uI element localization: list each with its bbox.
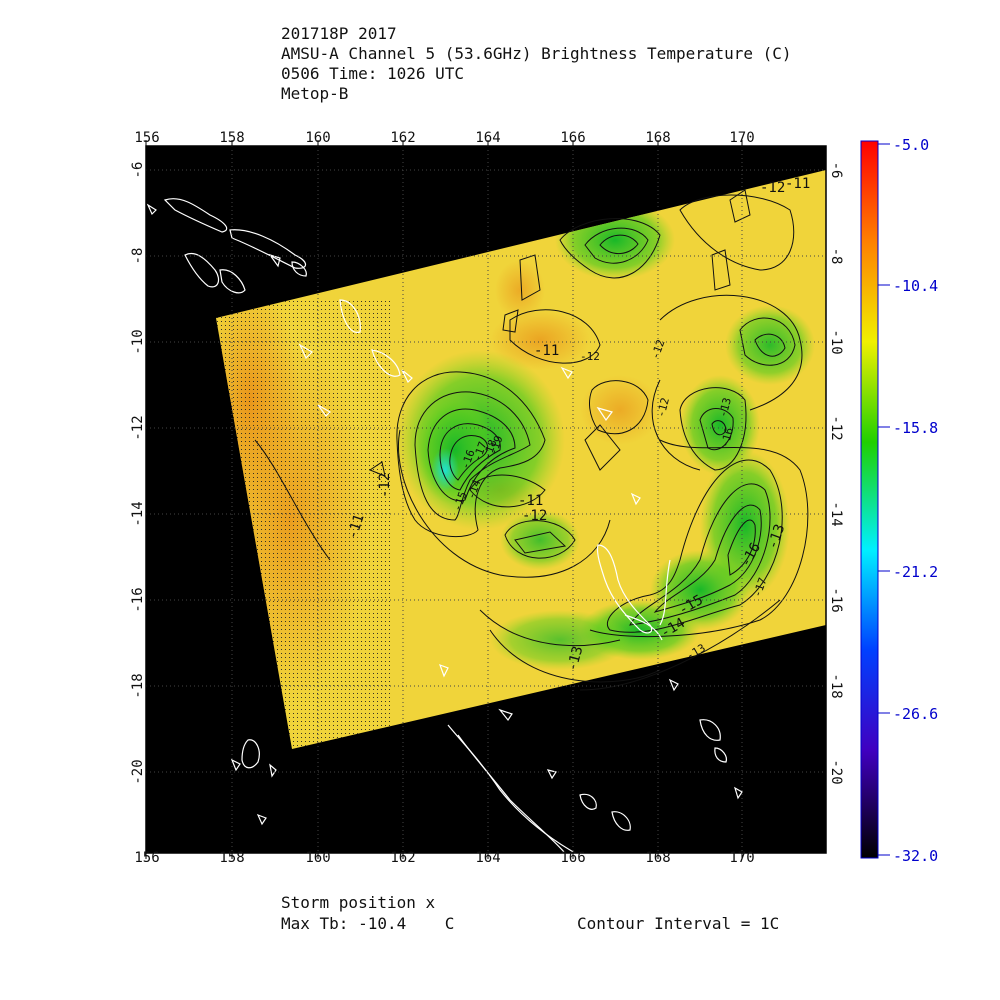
contour-label: -12 (760, 180, 785, 196)
contour-label: -12 (654, 396, 672, 419)
lat-lon-grid (146, 146, 826, 853)
title-line-4: Metop-B (281, 84, 349, 103)
contour-label: -12 (522, 508, 547, 524)
contour-label: -13 (564, 644, 586, 673)
colorbar-ticks (878, 143, 890, 856)
coastlines (146, 198, 743, 854)
colorbar-label: -15.8 (893, 419, 938, 437)
lat-tick-label: -14 (828, 501, 844, 526)
lat-labels-right: -6 -8 -10 -12 -14 -16 -18 -20 (828, 162, 844, 785)
contour-interval-label: Contour Interval = 1C (577, 914, 780, 933)
lat-tick-label: -20 (130, 759, 146, 784)
title-line-1: 201718P 2017 (281, 24, 397, 43)
lon-tick-label: 168 (645, 130, 670, 146)
lat-tick-label: -10 (828, 329, 844, 354)
contour-label: -16 (459, 448, 478, 471)
lon-tick-label: 164 (475, 130, 500, 146)
title-line-3: 0506 Time: 1026 UTC (281, 64, 465, 83)
colorbar-label: -10.4 (893, 277, 938, 295)
contour-label: -18 (481, 438, 500, 461)
lat-tick-label: -14 (130, 501, 146, 526)
lon-tick-label: 158 (219, 850, 244, 866)
colorbar-label: -21.2 (893, 563, 938, 581)
lon-labels-bottom: 156 158 160 162 164 166 168 170 (134, 850, 754, 866)
contour-label: -16 (718, 426, 736, 449)
colorbar (860, 140, 879, 859)
lon-tick-label: 166 (560, 130, 585, 146)
lat-tick-label: -12 (828, 415, 844, 440)
lon-tick-label: 156 (134, 850, 159, 866)
lon-tick-label: 160 (305, 850, 330, 866)
lon-tick-label: 156 (134, 130, 159, 146)
satellite-swath (216, 170, 826, 749)
lat-tick-label: -12 (130, 415, 146, 440)
contour-label-group: -12 -11 -11 -12 -11 -12 -13 -15 -14 -16 … (345, 176, 811, 673)
colorbar-label: -32.0 (893, 847, 938, 865)
lat-tick-label: -6 (130, 162, 146, 179)
lat-tick-label: -10 (130, 329, 146, 354)
lon-tick-label: 170 (729, 850, 754, 866)
storm-position-label: Storm position x (281, 893, 436, 912)
contour-label: -12 (580, 350, 600, 363)
colorbar-label: -5.0 (893, 136, 929, 154)
lat-tick-label: -16 (130, 587, 146, 612)
lon-tick-label: 160 (305, 130, 330, 146)
contour-label: -11 (785, 176, 810, 192)
lat-tick-label: -8 (828, 248, 844, 265)
map-frame (145, 145, 827, 854)
contour-label: -19 (487, 434, 506, 457)
lat-tick-label: -20 (828, 759, 844, 784)
lat-tick-label: -18 (130, 673, 146, 698)
lon-tick-label: 164 (475, 850, 500, 866)
lat-labels-left: -6 -8 -10 -12 -14 -16 -18 -20 (130, 162, 146, 785)
lat-tick-label: -6 (828, 162, 844, 179)
lon-tick-label: 170 (729, 130, 754, 146)
contour-label: -17 (471, 440, 490, 463)
lat-tick-label: -8 (130, 248, 146, 265)
lat-tick-label: -18 (828, 673, 844, 698)
max-tb-label: Max Tb: -10.4 C (281, 914, 455, 933)
axis-ticks (145, 140, 743, 859)
colorbar-labels: -5.0 -10.4 -15.8 -21.2 -26.6 -32.0 (893, 136, 938, 865)
contour-lines (254, 189, 809, 691)
contour-label: -11 (345, 512, 368, 541)
lon-tick-label: 162 (390, 850, 415, 866)
title-line-2: AMSU-A Channel 5 (53.6GHz) Brightness Te… (281, 44, 792, 63)
contour-label: -15 (451, 490, 470, 513)
contour-label: -17 (751, 576, 770, 599)
contour-label: -11 (534, 343, 559, 359)
lon-tick-label: 168 (645, 850, 670, 866)
contour-label: -11 (518, 493, 543, 509)
lat-tick-label: -16 (828, 587, 844, 612)
lon-tick-label: 166 (560, 850, 585, 866)
contour-label: -12 (649, 338, 668, 361)
colorbar-label: -26.6 (893, 705, 938, 723)
contour-label: -13 (716, 396, 734, 419)
lon-tick-label: 158 (219, 130, 244, 146)
contour-label: -12 (377, 473, 393, 498)
lon-labels-top: 156 158 160 162 164 166 168 170 (134, 130, 754, 146)
lon-tick-label: 162 (390, 130, 415, 146)
